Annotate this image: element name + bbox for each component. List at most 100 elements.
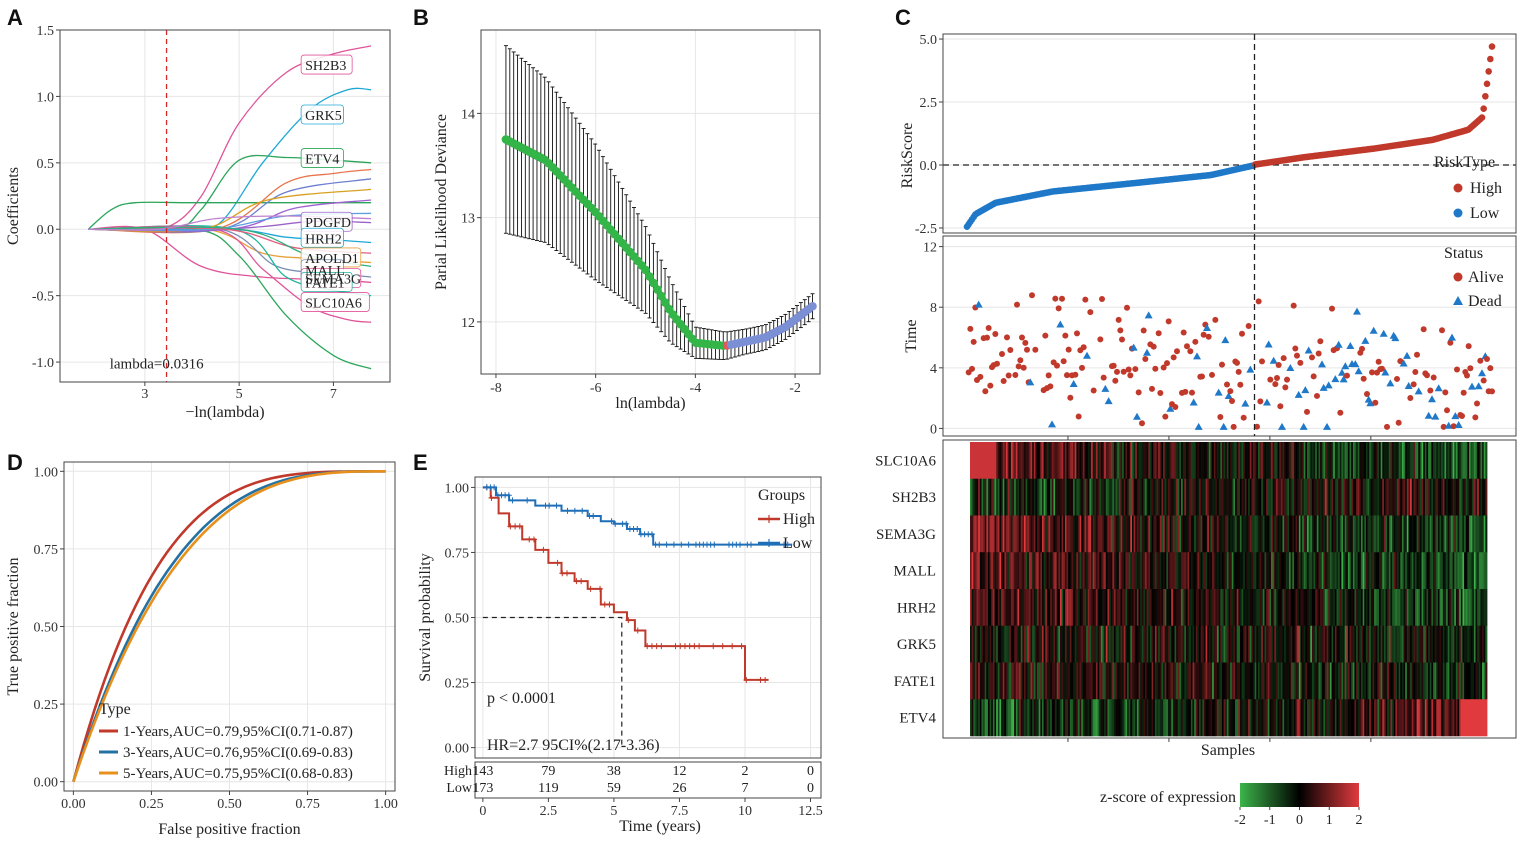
- risk-table-group-high: High: [444, 764, 472, 779]
- heatmap-cell: [1334, 589, 1337, 627]
- status-point-dead: [1334, 340, 1343, 348]
- heatmap-cell: [1328, 589, 1331, 627]
- heatmap-cell: [1459, 515, 1462, 553]
- heatmap-cell: [1159, 442, 1162, 480]
- heatmap-cell: [1397, 478, 1400, 516]
- heatmap-cell: [1189, 625, 1192, 663]
- heatmap-cell: [1248, 442, 1251, 480]
- heatmap-cell: [1043, 699, 1046, 737]
- heatmap-cell: [1105, 589, 1108, 627]
- heatmap-cell: [1194, 699, 1197, 737]
- heatmap-cell: [1331, 589, 1334, 627]
- heatmap-cell: [1130, 589, 1133, 627]
- heatmap-cell: [1194, 515, 1197, 553]
- heatmap-cell: [1447, 699, 1450, 737]
- heatmap-cell: [1297, 589, 1300, 627]
- heatmap-cell: [1352, 589, 1355, 627]
- status-point-alive: [1115, 316, 1122, 323]
- heatmap-cell: [1109, 625, 1112, 663]
- heatmap-cell: [1289, 699, 1292, 737]
- heatmap-cell: [1320, 589, 1323, 627]
- heatmap-cell: [1097, 699, 1100, 737]
- heatmap-cell: [1372, 625, 1375, 663]
- heatmap-cell: [999, 589, 1002, 627]
- heatmap-cell: [1169, 625, 1172, 663]
- legend-label-low: Low: [1470, 205, 1500, 222]
- heatmap-cell: [1154, 625, 1157, 663]
- status-point-dead: [1366, 399, 1375, 407]
- status-point-alive: [1424, 372, 1430, 379]
- heatmap-cell: [1361, 699, 1364, 737]
- heatmap-cell: [1014, 662, 1017, 700]
- heatmap-cell: [1113, 478, 1117, 516]
- heatmap-cell: [973, 442, 976, 480]
- heatmap-cell: [1460, 552, 1463, 590]
- heatmap-cell: [1071, 699, 1074, 737]
- heatmap-cell: [991, 552, 994, 590]
- heatmap-cell: [1469, 625, 1472, 663]
- censor-mark: [710, 643, 717, 650]
- heatmap-cell: [1239, 442, 1242, 480]
- heatmap-cell: [1475, 625, 1478, 663]
- heatmap-cell: [1465, 552, 1468, 590]
- heatmap-cell: [1055, 478, 1058, 516]
- heatmap-cell: [1325, 515, 1328, 553]
- heatmap-cell: [1037, 589, 1040, 627]
- heatmap-cell: [1095, 589, 1099, 627]
- heatmap-cell: [1019, 589, 1022, 627]
- cv-points: [501, 45, 817, 360]
- status-point-alive: [1055, 305, 1062, 312]
- heatmap-cell: [1238, 699, 1241, 737]
- heatmap-cell: [1316, 699, 1319, 737]
- risk-grid: [943, 38, 1516, 229]
- heatmap-cell: [1289, 589, 1292, 627]
- heatmap-cell: [1470, 515, 1473, 553]
- heatmap-cell: [1118, 515, 1121, 553]
- heatmap-cell: [1357, 589, 1360, 627]
- heatmap-cell: [1372, 478, 1375, 516]
- heatmap-cell: [1349, 662, 1352, 700]
- risk-table-group-low: Low: [446, 781, 473, 796]
- status-point-dead: [1399, 359, 1408, 367]
- colorbar-tick-label: -2: [1234, 813, 1246, 828]
- heatmap-cell: [1028, 478, 1031, 516]
- heatmap-cell: [1086, 589, 1089, 627]
- heatmap-cell: [1349, 552, 1352, 590]
- status-point-alive: [1152, 365, 1159, 372]
- heatmap-cell: [1105, 699, 1108, 737]
- heatmap-cell: [1084, 662, 1087, 700]
- heatmap-cell: [1014, 515, 1017, 553]
- heatmap-cell: [1022, 552, 1025, 590]
- heatmap-cell: [1480, 625, 1483, 663]
- heatmap-cell: [970, 442, 973, 480]
- status-point-alive: [1067, 394, 1074, 401]
- heatmap-cell: [1282, 515, 1285, 553]
- heatmap-cell: [1451, 515, 1454, 553]
- heatmap-cell: [1351, 478, 1354, 516]
- heatmap-cell: [1081, 625, 1084, 663]
- heatmap-cell: [1346, 442, 1349, 480]
- censor-mark: [516, 523, 523, 530]
- heatmap-cell: [1221, 515, 1224, 553]
- heatmap-cell: [1151, 515, 1154, 553]
- censor-mark: [578, 578, 585, 585]
- cv-point: [652, 285, 662, 294]
- status-point-alive: [1477, 357, 1484, 364]
- km-legend-label-high: High: [783, 511, 815, 528]
- heatmap-cell: [1086, 625, 1089, 663]
- heatmap-cell: [1393, 552, 1396, 590]
- status-point-alive: [1460, 389, 1467, 396]
- heatmap-cell: [1046, 515, 1049, 553]
- heatmap-cell: [1431, 625, 1434, 663]
- heatmap-cell: [1406, 699, 1409, 737]
- heatmap-cell: [1023, 589, 1027, 627]
- heatmap-cell: [1318, 552, 1321, 590]
- heatmap-cell: [1454, 699, 1457, 737]
- heatmap-cell: [1113, 625, 1117, 663]
- heatmap-cell: [1051, 625, 1054, 663]
- status-point-alive: [969, 365, 975, 372]
- heatmap-cell: [1364, 662, 1367, 700]
- heatmap-cell: [1249, 699, 1252, 737]
- heatmap-cell: [1249, 662, 1252, 700]
